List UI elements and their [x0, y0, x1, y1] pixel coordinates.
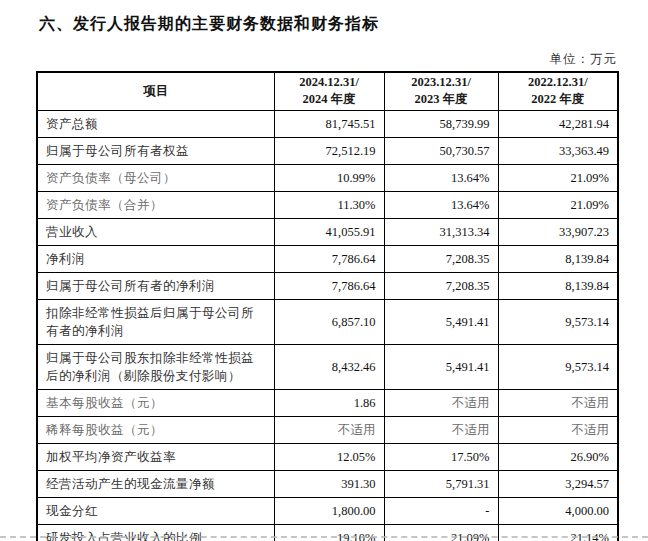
table-row: 加权平均净资产收益率 12.05% 17.50% 26.90%	[37, 443, 618, 470]
cell-value: 42,281.94	[498, 110, 618, 137]
column-header-2022: 2022.12.31/ 2022 年度	[498, 72, 618, 110]
cell-value: 21.09%	[498, 191, 618, 218]
cell-value: 4,000.00	[498, 497, 618, 524]
table-row: 扣除非经常性损益后归属于母公司所有者的净利润 6,857.10 5,491.41…	[37, 299, 618, 344]
table-row: 归属于母公司股东扣除非经常性损益后的净利润（剔除股份支付影响） 8,432.46…	[37, 344, 618, 389]
row-label: 归属于母公司所有者的净利润	[37, 272, 274, 299]
cell-value: 9,573.14	[498, 344, 618, 389]
row-label: 归属于母公司股东扣除非经常性损益后的净利润（剔除股份支付影响）	[37, 344, 274, 389]
cell-value: 不适用	[384, 389, 498, 416]
table-row: 经营活动产生的现金流量净额 391.30 5,791.31 3,294.57	[37, 470, 618, 497]
table-row: 现金分红 1,800.00 - 4,000.00	[37, 497, 618, 524]
cell-value: 5,491.41	[384, 299, 498, 344]
column-header-item: 项目	[37, 72, 274, 110]
table-row: 资产负债率（合并） 11.30% 13.64% 21.09%	[37, 191, 618, 218]
cell-value: 33,363.49	[498, 137, 618, 164]
row-label: 营业收入	[37, 218, 274, 245]
cell-value: 26.90%	[498, 443, 618, 470]
row-label: 基本每股收益（元）	[37, 389, 274, 416]
cell-value: 7,786.64	[274, 245, 384, 272]
cell-value: 21.09%	[498, 164, 618, 191]
cell-value: 7,786.64	[274, 272, 384, 299]
section-title: 六、发行人报告期的主要财务数据和财务指标	[39, 14, 617, 35]
cell-value: 不适用	[498, 416, 618, 443]
cell-value: 72,512.19	[274, 137, 384, 164]
cell-value: 不适用	[384, 416, 498, 443]
row-label: 资产总额	[37, 110, 274, 137]
cell-value: 6,857.10	[274, 299, 384, 344]
cell-value: 10.99%	[274, 164, 384, 191]
cell-value: 7,208.35	[384, 272, 498, 299]
table-header-row: 项目 2024.12.31/ 2024 年度 2023.12.31/ 2023 …	[37, 72, 618, 110]
row-label: 加权平均净资产收益率	[37, 443, 274, 470]
cell-value: 81,745.51	[274, 110, 384, 137]
cell-value: 13.64%	[384, 164, 498, 191]
row-label: 净利润	[37, 245, 274, 272]
cell-value: 不适用	[498, 389, 618, 416]
cell-value: 8,432.46	[274, 344, 384, 389]
document-page: 六、发行人报告期的主要财务数据和财务指标 单位：万元 项目 2024.12.31…	[0, 0, 648, 541]
cell-value: 8,139.84	[498, 272, 618, 299]
cell-value: 9,573.14	[498, 299, 618, 344]
cell-value: 11.30%	[274, 191, 384, 218]
cell-value: 8,139.84	[498, 245, 618, 272]
row-label: 扣除非经常性损益后归属于母公司所有者的净利润	[37, 299, 274, 344]
cell-value: 5,791.31	[384, 470, 498, 497]
column-header-2024: 2024.12.31/ 2024 年度	[274, 72, 384, 110]
cell-value: 3,294.57	[498, 470, 618, 497]
column-header-2023: 2023.12.31/ 2023 年度	[384, 72, 498, 110]
cell-value: 5,491.41	[384, 344, 498, 389]
clipped-next-text-line	[0, 536, 648, 541]
unit-label: 单位：万元	[36, 51, 617, 68]
cell-value: 12.05%	[274, 443, 384, 470]
cell-value: 50,730.57	[384, 137, 498, 164]
row-label: 归属于母公司所有者权益	[37, 137, 274, 164]
table-row: 资产总额 81,745.51 58,739.99 42,281.94	[37, 110, 618, 137]
cell-value: 31,313.34	[384, 218, 498, 245]
cell-value: 33,907.23	[498, 218, 618, 245]
cell-value: 不适用	[274, 416, 384, 443]
financial-data-table: 项目 2024.12.31/ 2024 年度 2023.12.31/ 2023 …	[36, 71, 619, 541]
table-row: 营业收入 41,055.91 31,313.34 33,907.23	[37, 218, 618, 245]
cell-value: 17.50%	[384, 443, 498, 470]
cell-value: 13.64%	[384, 191, 498, 218]
row-label: 稀释每股收益（元）	[37, 416, 274, 443]
table-row: 基本每股收益（元） 1.86 不适用 不适用	[37, 389, 618, 416]
cell-value: -	[384, 497, 498, 524]
table-row: 归属于母公司所有者权益 72,512.19 50,730.57 33,363.4…	[37, 137, 618, 164]
row-label: 资产负债率（合并）	[37, 191, 274, 218]
cell-value: 1.86	[274, 389, 384, 416]
row-label: 经营活动产生的现金流量净额	[37, 470, 274, 497]
table-row: 净利润 7,786.64 7,208.35 8,139.84	[37, 245, 618, 272]
row-label: 资产负债率（母公司）	[37, 164, 274, 191]
row-label: 现金分红	[37, 497, 274, 524]
cell-value: 1,800.00	[274, 497, 384, 524]
table-row: 稀释每股收益（元） 不适用 不适用 不适用	[37, 416, 618, 443]
table-row: 归属于母公司所有者的净利润 7,786.64 7,208.35 8,139.84	[37, 272, 618, 299]
cell-value: 58,739.99	[384, 110, 498, 137]
cell-value: 41,055.91	[274, 218, 384, 245]
table-row: 资产负债率（母公司） 10.99% 13.64% 21.09%	[37, 164, 618, 191]
cell-value: 391.30	[274, 470, 384, 497]
cell-value: 7,208.35	[384, 245, 498, 272]
